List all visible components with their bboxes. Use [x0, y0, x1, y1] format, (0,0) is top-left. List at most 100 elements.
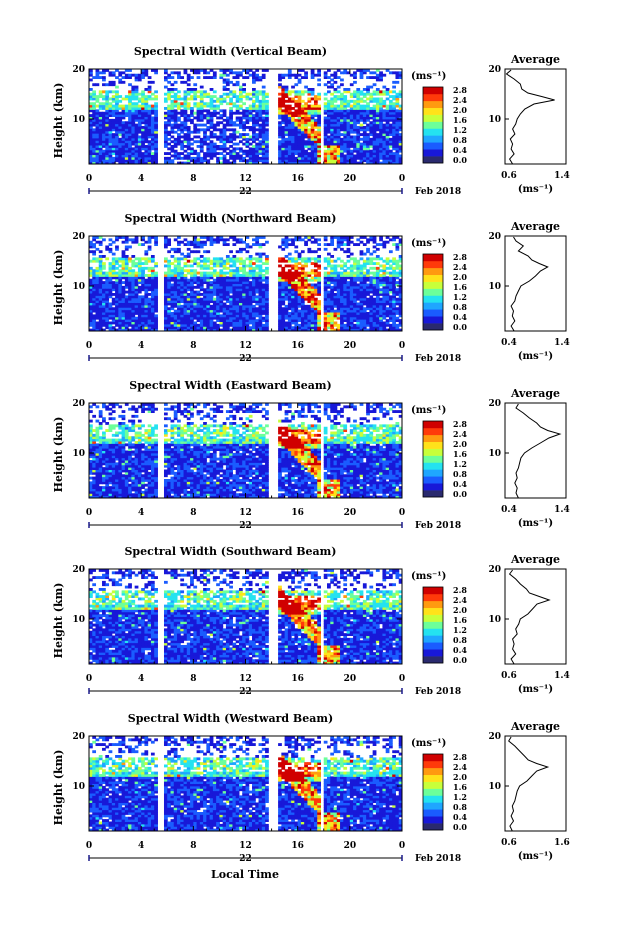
heatmap-cell [95, 156, 100, 160]
heatmap-cell [102, 145, 106, 148]
heatmap-cell [183, 140, 188, 144]
heatmap-cell [366, 123, 370, 127]
heatmap-cell [102, 137, 106, 141]
heatmap-cell [294, 259, 299, 263]
heatmap-cell [291, 281, 295, 285]
heatmap-cell [258, 128, 263, 132]
heatmap-cell [229, 321, 233, 325]
heatmap-cell [284, 104, 289, 108]
heatmap-cell [131, 73, 136, 77]
heatmap-cell [284, 271, 289, 275]
heatmap-cell [287, 271, 292, 275]
heatmap-cell [118, 123, 123, 127]
heatmap-cell [173, 102, 178, 106]
heatmap-cell [137, 99, 142, 103]
heatmap-cell [395, 111, 400, 115]
heatmap-cell [229, 297, 233, 301]
heatmap-cell [232, 76, 237, 80]
heatmap-cell [245, 307, 250, 311]
heatmap-cell [144, 285, 149, 289]
heatmap-cell [395, 104, 400, 108]
heatmap-cell [238, 278, 243, 282]
heatmap-cell [245, 326, 250, 330]
heatmap-cell [98, 114, 103, 118]
heatmap-cell [98, 300, 103, 304]
heatmap-cell [232, 300, 237, 304]
heatmap-cell [281, 297, 286, 301]
heatmap-cell [121, 159, 126, 163]
heatmap-cell [102, 121, 106, 125]
heatmap-cell [124, 278, 129, 282]
heatmap-cell [203, 152, 207, 156]
heatmap-cell [177, 269, 181, 273]
heatmap-cell [183, 297, 188, 301]
heatmap-cell [336, 145, 341, 148]
heatmap-cell [385, 128, 390, 132]
heatmap-cell [340, 319, 344, 323]
heatmap-cell [167, 76, 172, 80]
heatmap-cell [238, 250, 243, 254]
heatmap-cell [304, 271, 308, 275]
heatmap-cell [111, 80, 116, 84]
heatmap-cell [137, 159, 142, 163]
heatmap-cell [193, 69, 198, 72]
heatmap-cell [219, 297, 224, 301]
heatmap-cell [297, 304, 302, 308]
heatmap-cell [294, 319, 299, 323]
heatmap-cell [242, 159, 246, 163]
heatmap-cell [128, 107, 132, 110]
heatmap-cell [183, 149, 188, 153]
heatmap-cell [105, 95, 110, 99]
heatmap-cell [349, 304, 354, 308]
heatmap-cell [128, 152, 132, 156]
heatmap-cell [89, 92, 93, 96]
heatmap-cell [245, 285, 250, 289]
heatmap-cell [317, 95, 321, 99]
heatmap-cell [304, 262, 308, 266]
heatmap-cell [388, 123, 393, 127]
heatmap-cell [242, 128, 246, 132]
heatmap-cell [222, 128, 227, 132]
heatmap-cell [281, 85, 286, 89]
heatmap-cell [131, 319, 136, 323]
heatmap-cell [284, 111, 289, 115]
heatmap-cell [294, 102, 299, 106]
heatmap-cell [258, 274, 263, 277]
heatmap-cell [242, 319, 246, 323]
heatmap-cell [203, 257, 207, 261]
heatmap-cell [340, 314, 344, 318]
heatmap-cell [265, 323, 269, 327]
heatmap-cell [307, 130, 312, 134]
heatmap-cell [330, 154, 335, 158]
heatmap-cell [265, 104, 269, 108]
heatmap-cell [398, 107, 403, 110]
heatmap-cell [304, 264, 308, 268]
heatmap-cell [173, 99, 178, 103]
heatmap-cell [206, 250, 211, 254]
heatmap-cell [248, 114, 253, 118]
heatmap-cell [118, 297, 123, 301]
heatmap-cell [89, 302, 93, 306]
heatmap-cell [98, 293, 103, 296]
heatmap-cell [144, 250, 149, 254]
heatmap-cell [167, 92, 172, 96]
heatmap-cell [154, 302, 158, 306]
heatmap-cell [287, 137, 292, 141]
heatmap-cell [281, 309, 286, 313]
heatmap-cell [327, 116, 331, 120]
heatmap-cell [291, 295, 295, 299]
heatmap-cell [177, 142, 181, 146]
heatmap-cell [343, 319, 348, 323]
heatmap-cell [131, 114, 136, 118]
heatmap-cell [330, 111, 335, 115]
heatmap-cell [281, 111, 286, 115]
heatmap-cell [252, 290, 256, 294]
heatmap-cell [209, 147, 214, 151]
heatmap-cell [92, 238, 97, 242]
heatmap-cell [242, 259, 246, 263]
heatmap-cell [261, 99, 266, 103]
heatmap-cell [287, 295, 292, 299]
heatmap-cell [98, 312, 103, 315]
heatmap-cell [203, 321, 207, 325]
heatmap-cell [330, 300, 335, 304]
